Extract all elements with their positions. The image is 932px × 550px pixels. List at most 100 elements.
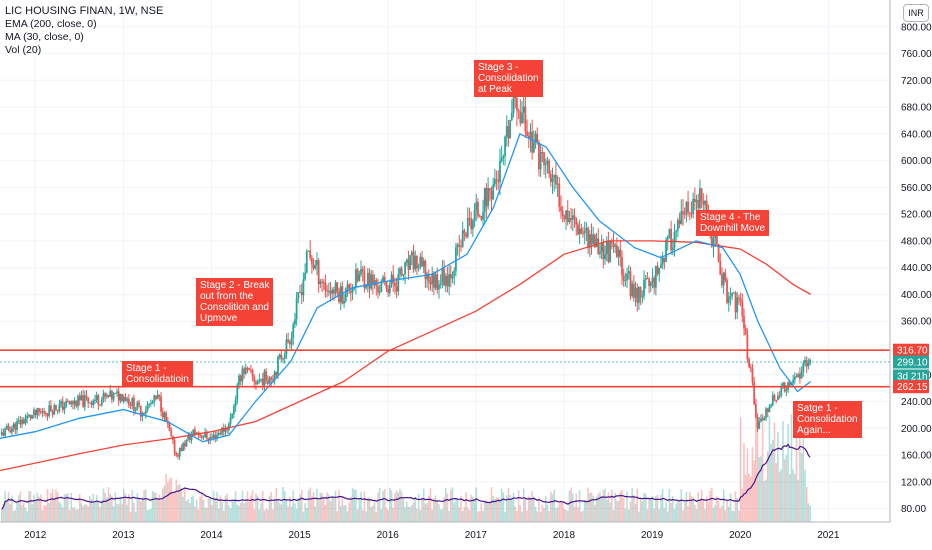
price-tick-label: 560.00	[901, 183, 932, 194]
volume-legend[interactable]: Vol (20)	[5, 44, 42, 56]
time-axis[interactable]: 2012 2013 2014 2015 2016 2017 2018 2019 2020 2021	[0, 521, 890, 541]
annotation-stage3[interactable]: Stage 3 - Consolidation at Peak	[474, 60, 543, 97]
candle-body	[346, 284, 349, 288]
currency-button[interactable]: INR	[903, 4, 929, 22]
candle-body	[495, 178, 498, 180]
volume-bar	[726, 499, 728, 522]
candle-body	[138, 402, 140, 406]
volume-bar	[260, 503, 262, 522]
ema-legend[interactable]: EMA (200, close, 0)	[5, 18, 97, 30]
volume-bar	[102, 488, 105, 522]
volume-bar	[145, 489, 147, 522]
volume-bar	[531, 491, 533, 522]
candle-body	[522, 106, 525, 113]
candle-body	[277, 357, 279, 376]
volume-bar	[602, 489, 605, 522]
volume-bar	[178, 484, 181, 522]
volume-bar	[314, 506, 317, 522]
annotation-stage4[interactable]: Stage 4 - The Downhill Move	[696, 210, 770, 236]
candle-body	[614, 245, 617, 247]
candle-body	[746, 334, 749, 360]
ma-legend[interactable]: MA (30, close, 0)	[5, 31, 84, 43]
volume-bar	[148, 509, 150, 522]
volume-bar	[782, 420, 784, 522]
candle-body	[429, 282, 432, 285]
candle-body	[170, 430, 173, 436]
candle-body	[466, 217, 469, 237]
volume-bar	[285, 499, 288, 522]
annotation-stage1-again[interactable]: Satge 1 - Consolidation Again...	[793, 401, 862, 438]
volume-bar	[90, 499, 93, 522]
volume-bar	[783, 459, 786, 522]
candle-body	[70, 401, 73, 405]
price-tick-label: 520.00	[901, 210, 932, 221]
candle-body	[558, 183, 561, 207]
candle-body	[287, 339, 290, 343]
price-tick-label: 160.00	[901, 451, 932, 462]
volume-bar	[238, 505, 240, 522]
volume-bar	[770, 444, 772, 522]
volume-bar	[749, 476, 752, 522]
volume-bar	[594, 504, 596, 522]
volume-bar	[694, 505, 696, 522]
volume-bar	[0, 509, 3, 522]
volume-bar	[263, 510, 266, 522]
candle-body	[734, 292, 737, 313]
volume-bar	[275, 488, 278, 522]
volume-bar	[70, 492, 73, 522]
candle-body	[565, 210, 567, 220]
volume-bar	[355, 489, 357, 522]
annotation-stage1[interactable]: Stage 1 - Consolidatioin	[122, 361, 193, 387]
candle-body	[760, 418, 762, 422]
candle-body	[405, 259, 408, 263]
candle-body	[268, 377, 271, 384]
volume-bar	[616, 500, 618, 522]
volume-bar	[777, 432, 779, 522]
candle-body	[468, 217, 471, 219]
volume-bar	[804, 469, 806, 522]
volume-bar	[239, 502, 242, 522]
candle-body	[543, 152, 545, 166]
candle-body	[766, 408, 769, 412]
volume-bar	[45, 505, 47, 522]
candle-body	[131, 398, 134, 406]
volume-bar	[212, 490, 215, 522]
candle-body	[112, 393, 115, 400]
candle-body	[199, 434, 201, 436]
candle-body	[397, 274, 400, 292]
candle-body	[534, 133, 537, 143]
candle-body	[309, 250, 312, 258]
volume-bar	[716, 496, 718, 522]
candle-body	[416, 256, 418, 269]
price-axis[interactable]: 80.00120.00160.00200.00240.00280.00360.0…	[889, 0, 932, 522]
symbol-title[interactable]: LIC HOUSING FINAN, 1W, NSE	[5, 5, 164, 17]
candle-body	[243, 368, 245, 374]
candle-body	[597, 238, 600, 254]
candle-body	[610, 240, 613, 244]
volume-bar	[722, 489, 725, 522]
annotation-stage2[interactable]: Stage 2 - Break out from the Consolition…	[196, 278, 274, 326]
price-tick-label: 600.00	[901, 156, 932, 167]
volume-bar	[753, 460, 755, 522]
candle-body	[333, 289, 335, 294]
volume-bar	[756, 417, 759, 522]
volume-bar	[246, 491, 249, 522]
candle-body	[427, 273, 430, 283]
candle-body	[807, 363, 810, 367]
candle-body	[239, 375, 242, 382]
volume-bar	[561, 501, 564, 522]
volume-bar	[805, 487, 808, 522]
volume-bar	[761, 413, 764, 522]
candle-body	[266, 380, 269, 384]
volume-bar	[280, 504, 283, 522]
volume-bar	[648, 497, 650, 522]
candle-body	[465, 233, 467, 237]
candle-body	[738, 297, 740, 299]
candle-body	[765, 408, 767, 419]
candle-body	[516, 98, 518, 111]
candle-body	[297, 292, 300, 299]
candle-body	[797, 373, 800, 378]
candle-body	[524, 106, 527, 132]
candle-body	[151, 401, 154, 404]
